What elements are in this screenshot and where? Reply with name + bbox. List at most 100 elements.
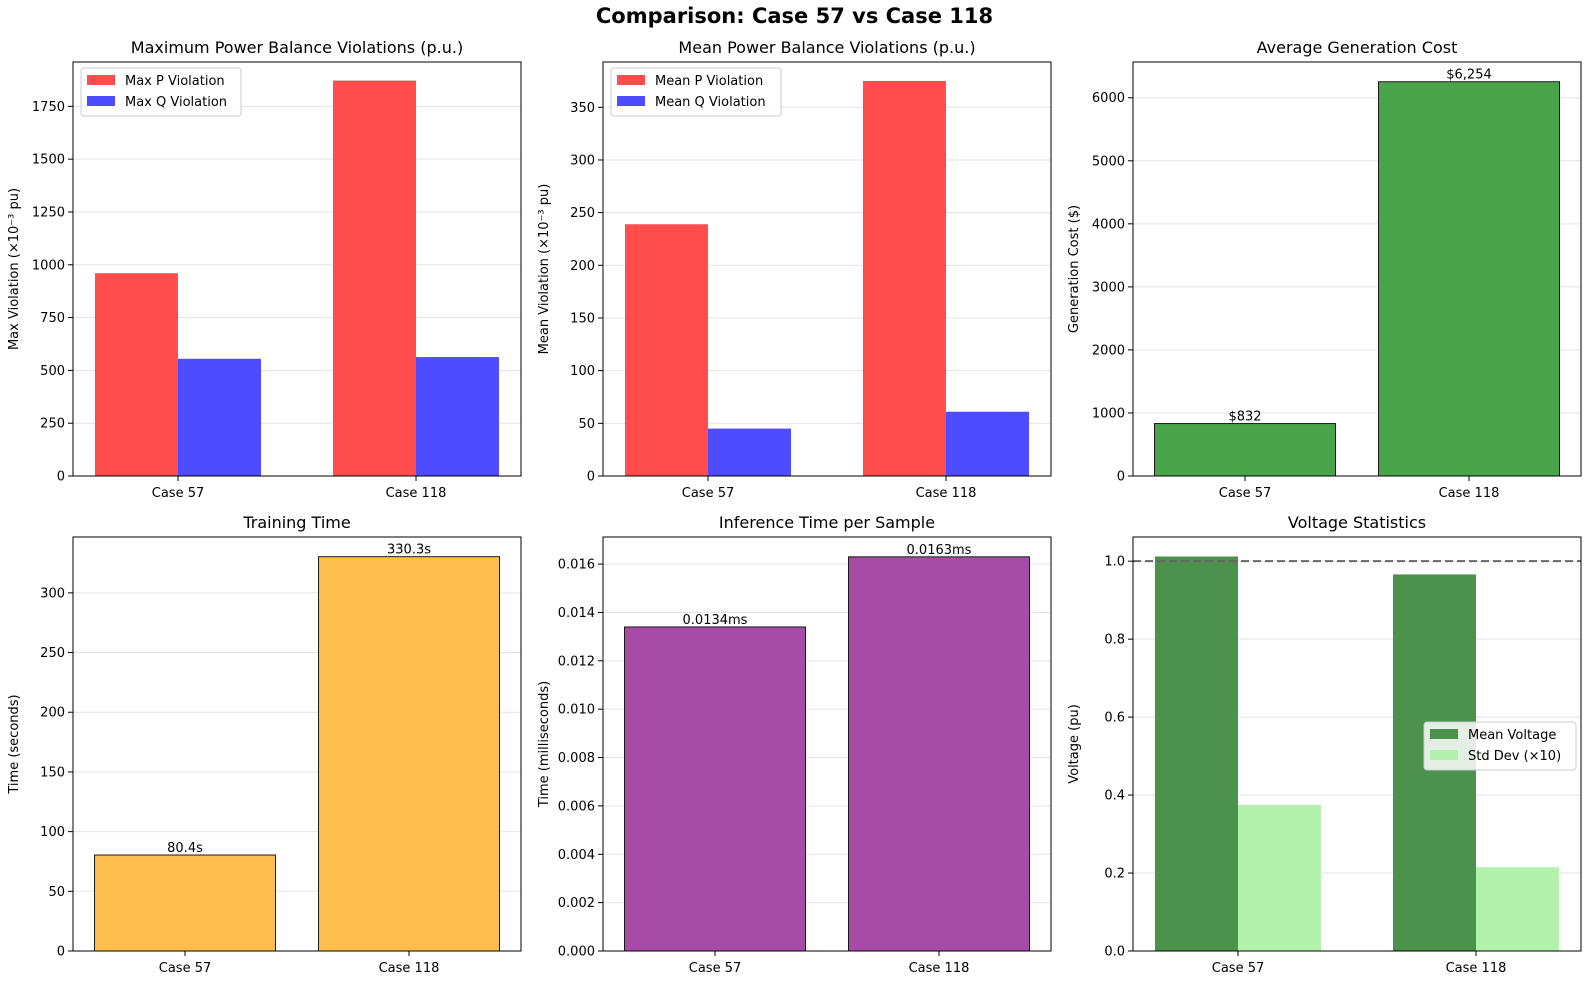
y-tick-label: 200 <box>40 706 65 721</box>
x-tick-label: Case 57 <box>682 486 735 501</box>
bar <box>848 556 1030 952</box>
plot-frame <box>1132 536 1582 952</box>
legend-box <box>610 67 782 117</box>
y-tick-label: 2000 <box>1092 343 1125 358</box>
y-tick-label: 3000 <box>1092 280 1125 295</box>
y-tick-label: 0.0 <box>1104 945 1125 960</box>
y-tick-label: 0.4 <box>1104 789 1125 804</box>
y-tick-label: 0.010 <box>558 703 595 718</box>
plot-frame <box>602 536 1052 952</box>
y-tick-label: 150 <box>40 765 65 780</box>
y-tick-label: 0.002 <box>558 896 595 911</box>
legend: Max P Violation Max Q Violation <box>80 67 242 117</box>
y-tick-label: 1000 <box>32 258 65 273</box>
y-tick-label: 1500 <box>32 153 65 168</box>
x-tick-label: Case 57 <box>159 961 212 976</box>
data-label: 0.0163ms <box>907 543 972 558</box>
y-tick-label: 1000 <box>1092 406 1125 421</box>
y-tick-label: 0.014 <box>558 606 595 621</box>
y-axis-label: Mean Violation (×10⁻³ pu) <box>537 184 552 355</box>
bar <box>94 854 276 952</box>
legend-box <box>80 67 242 117</box>
legend-entry: Max P Violation <box>125 74 225 89</box>
y-tick-label: 50 <box>48 885 65 900</box>
bar <box>178 358 261 476</box>
chart-title: Training Time <box>242 513 350 532</box>
y-tick-label: 0.012 <box>558 654 595 669</box>
data-label: $6,254 <box>1446 68 1492 83</box>
chart-panel-1: 0 250 500 750 1000 1250 1500 1750 Case 57 Case 11… <box>7 38 522 501</box>
y-tick-label: 0.2 <box>1104 867 1125 882</box>
y-tick-label: 250 <box>570 206 595 221</box>
x-tick-label: Case 118 <box>379 961 440 976</box>
y-axis-label: Voltage (pu) <box>1067 704 1082 784</box>
y-axis-label: Time (milliseconds) <box>537 681 552 808</box>
y-tick-label: 1750 <box>32 100 65 115</box>
y-axis-label: Generation Cost ($) <box>1067 205 1082 333</box>
chart-panel-2: 0 50 100 150 200 250 300 350 Case 57 Case 118 Mean… <box>537 38 1052 501</box>
legend-entry: Max Q Violation <box>125 95 227 110</box>
chart-panel-4: 80.4s 330.3s 0 50 100 150 200 250 300 Case 57 Case… <box>7 513 522 976</box>
legend-swatch <box>1430 729 1458 739</box>
plot-frame <box>72 536 522 952</box>
x-tick-label: Case 118 <box>1439 486 1500 501</box>
data-label: $832 <box>1228 410 1261 425</box>
y-tick-label: 0 <box>57 470 65 485</box>
y-tick-label: 0.000 <box>558 945 595 960</box>
plot-frame <box>72 61 522 477</box>
legend-entry: Mean Voltage <box>1468 728 1556 743</box>
y-tick-label: 1.0 <box>1104 555 1125 570</box>
y-tick-label: 0.6 <box>1104 711 1125 726</box>
legend-box <box>1423 721 1577 771</box>
legend-entry: Mean Q Violation <box>655 95 766 110</box>
data-label: 80.4s <box>167 841 203 856</box>
y-tick-label: 300 <box>570 153 595 168</box>
y-tick-label: 50 <box>578 417 595 432</box>
legend: Mean P Violation Mean Q Violation <box>610 67 782 117</box>
x-tick-label: Case 57 <box>1212 961 1265 976</box>
bar <box>416 357 499 476</box>
bar <box>95 273 178 476</box>
chart-panel-5: 0.0134ms 0.0163ms 0.000 0.002 0.004 0.006 0.00… <box>537 513 1052 976</box>
data-label: 0.0134ms <box>683 613 748 628</box>
y-tick-label: 0.004 <box>558 848 595 863</box>
bar <box>1238 804 1321 951</box>
legend-entry: Mean P Violation <box>655 74 763 89</box>
y-tick-label: 750 <box>40 311 65 326</box>
legend: Mean Voltage Std Dev (×10) <box>1423 721 1577 771</box>
legend-swatch <box>617 96 645 106</box>
chart-title: Mean Power Balance Violations (p.u.) <box>678 38 975 57</box>
x-tick-label: Case 118 <box>386 486 447 501</box>
y-tick-label: 250 <box>40 417 65 432</box>
x-tick-label: Case 118 <box>1446 961 1507 976</box>
x-tick-label: Case 57 <box>1219 486 1272 501</box>
chart-panel-3: $832 $6,254 0 1000 2000 3000 4000 5000 6000 Case … <box>1067 38 1582 501</box>
legend-swatch <box>87 96 115 106</box>
y-tick-label: 0 <box>57 945 65 960</box>
figure-title: Comparison: Case 57 vs Case 118 <box>595 4 994 28</box>
y-tick-label: 500 <box>40 364 65 379</box>
chart-title: Average Generation Cost <box>1257 38 1458 57</box>
y-tick-label: 200 <box>570 259 595 274</box>
bar <box>1476 867 1559 951</box>
y-tick-label: 5000 <box>1092 154 1125 169</box>
x-tick-label: Case 57 <box>152 486 205 501</box>
bar <box>333 80 416 476</box>
y-tick-label: 0 <box>1117 470 1125 485</box>
x-tick-label: Case 118 <box>916 486 977 501</box>
y-tick-label: 350 <box>570 101 595 116</box>
y-tick-label: 1250 <box>32 205 65 220</box>
y-axis-label: Time (seconds) <box>7 694 22 794</box>
y-tick-label: 0.016 <box>558 558 595 573</box>
legend-swatch <box>617 75 645 85</box>
plot-frame <box>602 61 1052 477</box>
chart-panel-6: 0.0 0.2 0.4 0.6 0.8 1.0 Case 57 Case 118 Voltage… <box>1067 513 1582 976</box>
bar <box>1154 423 1336 477</box>
y-tick-label: 0.8 <box>1104 633 1125 648</box>
bar <box>624 626 806 952</box>
y-tick-label: 100 <box>570 364 595 379</box>
bar <box>708 428 791 476</box>
y-tick-label: 6000 <box>1092 91 1125 106</box>
x-tick-label: Case 118 <box>909 961 970 976</box>
